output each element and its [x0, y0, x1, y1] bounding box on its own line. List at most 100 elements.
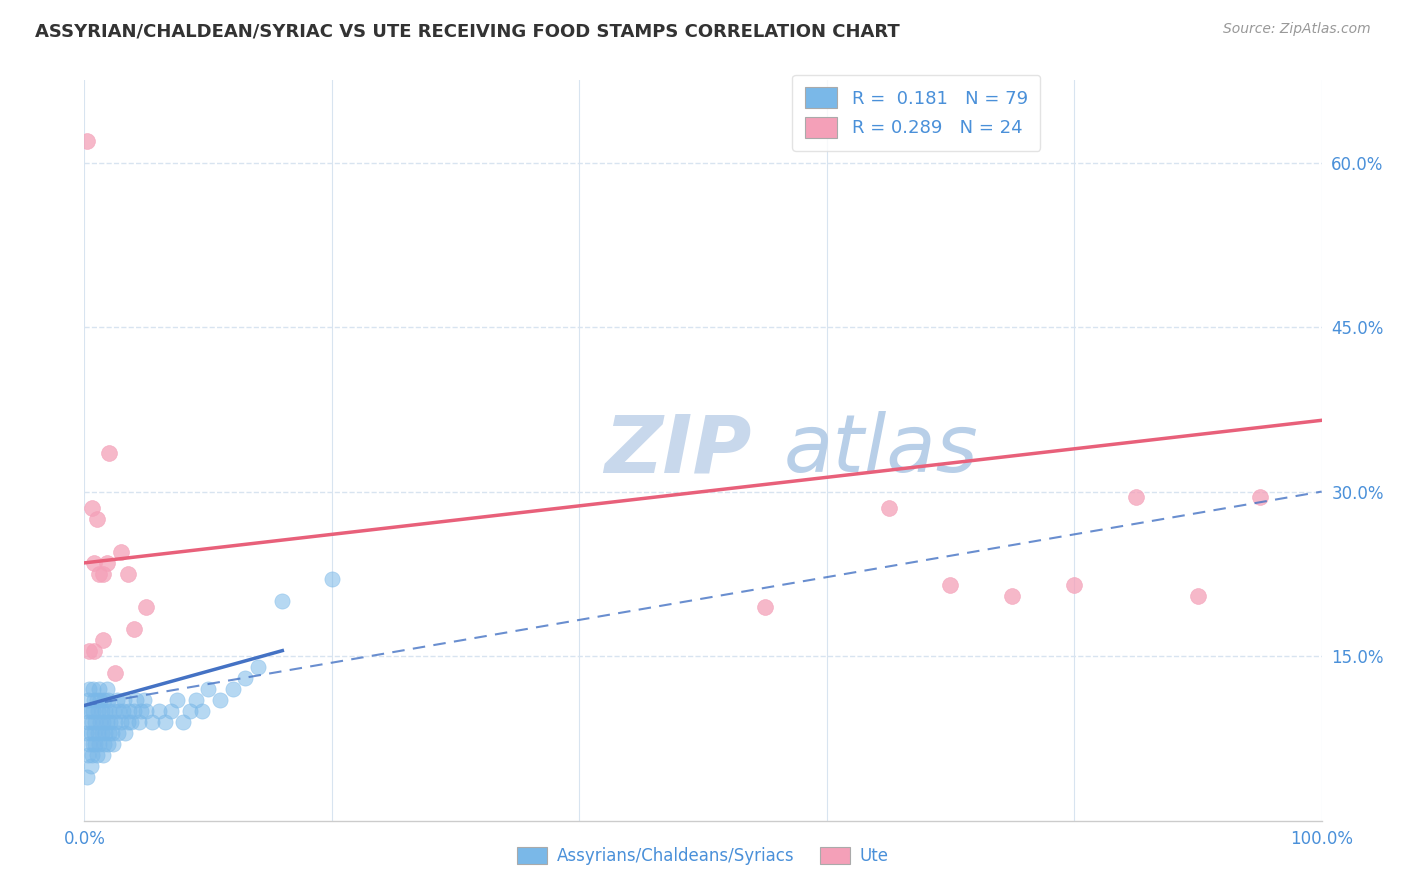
Point	[135, 704, 157, 718]
Point	[1187, 589, 1209, 603]
Point	[87, 726, 110, 740]
Point	[89, 566, 111, 581]
Point	[91, 747, 114, 762]
Point	[77, 714, 100, 729]
Text: Source: ZipAtlas.com: Source: ZipAtlas.com	[1223, 22, 1371, 37]
Point	[122, 704, 145, 718]
Point	[1125, 490, 1147, 504]
Point	[76, 704, 98, 718]
Point	[103, 704, 125, 718]
Point	[271, 594, 294, 608]
Point	[93, 693, 115, 707]
Legend: Assyrians/Chaldeans/Syriacs, Ute: Assyrians/Chaldeans/Syriacs, Ute	[510, 840, 896, 871]
Point	[79, 643, 101, 657]
Point	[111, 704, 134, 718]
Point	[79, 726, 101, 740]
Point	[128, 714, 150, 729]
Point	[120, 714, 142, 729]
Point	[83, 693, 105, 707]
Point	[76, 134, 98, 148]
Point	[108, 704, 131, 718]
Point	[89, 693, 111, 707]
Point	[233, 671, 256, 685]
Point	[114, 726, 136, 740]
Point	[90, 704, 112, 718]
Point	[112, 693, 135, 707]
Point	[104, 714, 127, 729]
Point	[80, 714, 103, 729]
Point	[86, 512, 108, 526]
Point	[166, 693, 188, 707]
Point	[197, 681, 219, 696]
Point	[939, 578, 962, 592]
Point	[153, 714, 176, 729]
Point	[122, 622, 145, 636]
Point	[148, 704, 170, 718]
Point	[77, 747, 100, 762]
Point	[117, 714, 139, 729]
Point	[96, 681, 118, 696]
Point	[184, 693, 207, 707]
Point	[98, 726, 121, 740]
Point	[1249, 490, 1271, 504]
Point	[117, 566, 139, 581]
Point	[118, 704, 141, 718]
Point	[89, 737, 111, 751]
Point	[94, 726, 117, 740]
Point	[125, 693, 148, 707]
Point	[107, 726, 129, 740]
Point	[135, 599, 157, 614]
Point	[110, 545, 132, 559]
Point	[172, 714, 194, 729]
Point	[321, 572, 343, 586]
Point	[94, 704, 117, 718]
Point	[141, 714, 163, 729]
Point	[82, 704, 104, 718]
Point	[91, 632, 114, 647]
Point	[84, 714, 107, 729]
Point	[83, 556, 105, 570]
Point	[246, 660, 269, 674]
Point	[129, 704, 152, 718]
Point	[79, 704, 101, 718]
Point	[82, 681, 104, 696]
Point	[222, 681, 245, 696]
Point	[105, 693, 128, 707]
Point	[877, 501, 900, 516]
Point	[97, 693, 120, 707]
Point	[86, 693, 108, 707]
Text: ZIP: ZIP	[605, 411, 751, 490]
Point	[1001, 589, 1024, 603]
Point	[80, 501, 103, 516]
Point	[79, 759, 101, 773]
Text: ASSYRIAN/CHALDEAN/SYRIAC VS UTE RECEIVING FOOD STAMPS CORRELATION CHART: ASSYRIAN/CHALDEAN/SYRIAC VS UTE RECEIVIN…	[35, 22, 900, 40]
Point	[76, 770, 98, 784]
Point	[179, 704, 201, 718]
Point	[91, 714, 114, 729]
Point	[98, 446, 121, 460]
Point	[89, 681, 111, 696]
Point	[754, 599, 776, 614]
Point	[104, 665, 127, 680]
Point	[86, 747, 108, 762]
Point	[191, 704, 214, 718]
Point	[209, 693, 232, 707]
Point	[89, 714, 111, 729]
Point	[98, 714, 121, 729]
Point	[160, 704, 183, 718]
Point	[93, 737, 115, 751]
Point	[132, 693, 155, 707]
Point	[79, 681, 101, 696]
Point	[101, 737, 124, 751]
Point	[80, 747, 103, 762]
Point	[83, 643, 105, 657]
Point	[91, 566, 114, 581]
Point	[82, 737, 104, 751]
Point	[96, 714, 118, 729]
Text: atlas: atlas	[783, 411, 979, 490]
Point	[96, 556, 118, 570]
Point	[84, 737, 107, 751]
Point	[97, 737, 120, 751]
Point	[98, 704, 121, 718]
Point	[1063, 578, 1085, 592]
